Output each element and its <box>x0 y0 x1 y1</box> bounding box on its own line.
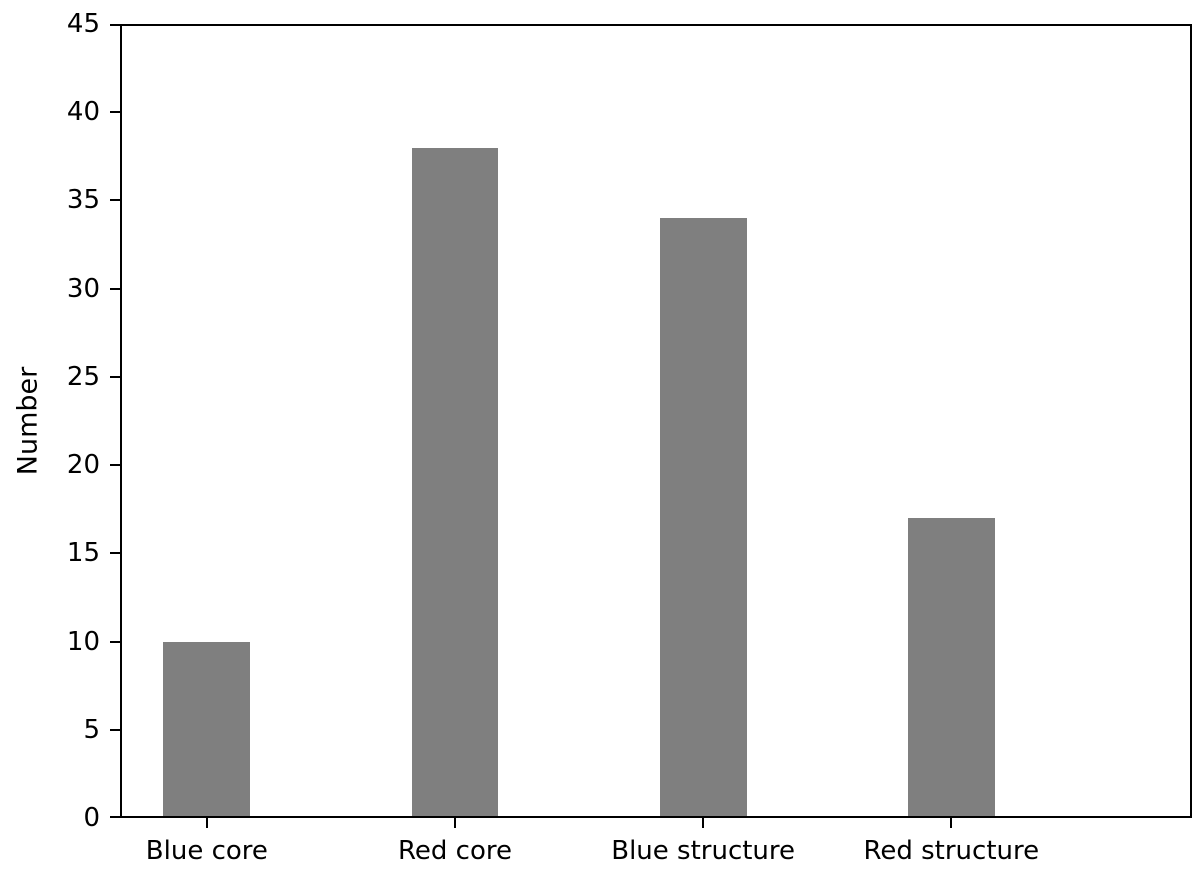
bar-red-structure <box>907 518 995 818</box>
y-tick-label: 20 <box>66 450 100 481</box>
y-tick-mark <box>110 552 120 555</box>
y-tick-mark <box>110 24 120 26</box>
x-tick-label: Blue core <box>145 836 268 866</box>
y-tick-mark <box>110 464 120 467</box>
bar-blue-structure <box>659 218 747 818</box>
y-tick-label: 30 <box>66 273 100 304</box>
y-tick-label: 15 <box>66 538 100 569</box>
y-tick-mark <box>110 640 120 643</box>
y-tick-label: 40 <box>66 97 100 128</box>
y-tick-mark <box>110 287 120 290</box>
y-tick-label: 45 <box>66 9 100 39</box>
y-tick-mark <box>110 816 120 818</box>
y-tick-label: 25 <box>66 361 100 392</box>
y-tick-label: 5 <box>83 714 100 745</box>
axes-frame <box>120 24 1192 818</box>
y-tick-mark <box>110 199 120 202</box>
y-tick-mark <box>110 111 120 114</box>
y-tick-mark <box>110 375 120 378</box>
y-tick-label: 0 <box>83 803 100 833</box>
x-tick-mark <box>454 818 456 828</box>
x-tick-mark <box>950 818 953 828</box>
x-tick-label: Red structure <box>863 836 1040 866</box>
y-tick-label: 35 <box>66 185 100 216</box>
y-tick-label: 10 <box>66 626 100 657</box>
bar-red-core <box>411 147 499 818</box>
x-tick-label: Red core <box>398 836 512 866</box>
x-tick-mark <box>205 818 208 828</box>
plot-area: 0 5 10 15 20 25 30 35 40 45 Blue core Red core Blue … <box>67 9 1192 866</box>
x-tick-label: Blue structure <box>611 836 796 866</box>
bar-blue-core <box>163 641 251 818</box>
x-tick-mark <box>702 818 705 828</box>
y-tick-mark <box>110 728 120 731</box>
